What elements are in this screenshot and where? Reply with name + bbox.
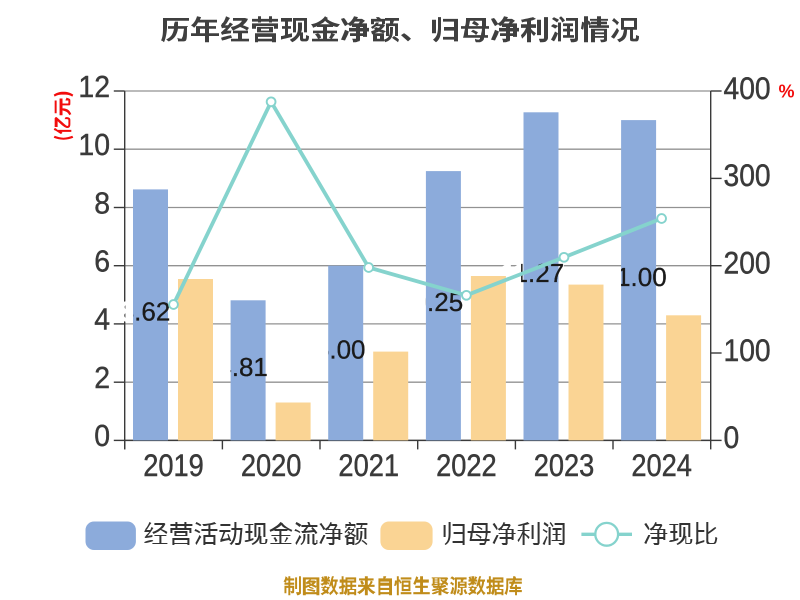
svg-text:8: 8 <box>94 186 110 220</box>
svg-text:200: 200 <box>724 246 771 281</box>
svg-text:12: 12 <box>78 70 110 104</box>
svg-text:2022: 2022 <box>436 449 497 483</box>
svg-text:11.00: 11.00 <box>604 262 667 292</box>
svg-text:2020: 2020 <box>241 449 302 483</box>
svg-text:8.62: 8.62 <box>120 296 171 326</box>
svg-text:100: 100 <box>724 333 771 368</box>
svg-text:6.00: 6.00 <box>315 335 366 365</box>
svg-text:300: 300 <box>724 159 771 194</box>
svg-text:2024: 2024 <box>631 449 692 483</box>
svg-text:10: 10 <box>78 128 110 162</box>
svg-text:6: 6 <box>94 245 110 279</box>
svg-text:4: 4 <box>94 303 110 337</box>
svg-text:2019: 2019 <box>143 449 204 483</box>
svg-text:4.81: 4.81 <box>217 352 268 382</box>
svg-text:2021: 2021 <box>338 449 399 483</box>
svg-text:400: 400 <box>724 71 771 106</box>
svg-text:2: 2 <box>94 361 110 395</box>
svg-text:0: 0 <box>724 421 740 456</box>
svg-text:0: 0 <box>94 419 110 453</box>
svg-text:%: % <box>779 82 795 102</box>
svg-text:2023: 2023 <box>534 449 595 483</box>
